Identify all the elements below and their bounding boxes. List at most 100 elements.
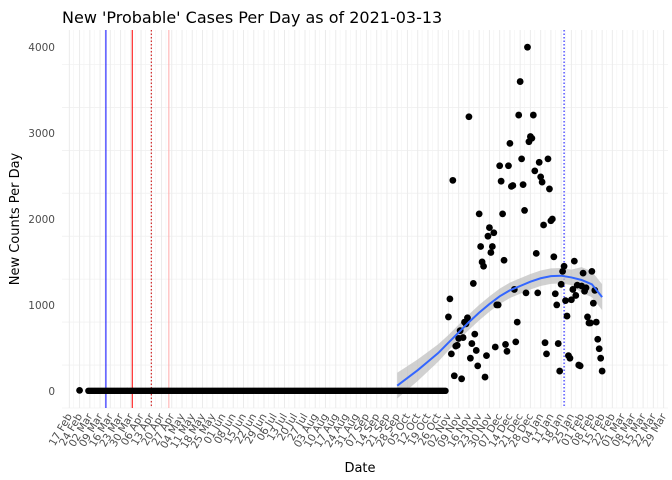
data-point (548, 215, 556, 223)
smooth-line (396, 274, 603, 387)
data-point (567, 296, 575, 304)
data-point (537, 173, 545, 181)
trend-line (396, 274, 603, 387)
data-point (499, 210, 506, 218)
data-point (532, 249, 540, 257)
data-point (459, 334, 467, 341)
data-points (76, 43, 606, 394)
data-point (522, 289, 530, 297)
data-point (553, 301, 561, 309)
data-point (595, 345, 603, 353)
data-point (556, 367, 564, 375)
grid (62, 30, 668, 409)
data-point (543, 350, 550, 358)
y-tick-label: 0 (48, 386, 55, 398)
data-point (521, 207, 528, 214)
data-point (76, 386, 83, 394)
data-point (486, 224, 493, 231)
data-point (442, 387, 449, 395)
data-point (453, 341, 461, 349)
data-point (505, 162, 512, 170)
data-point (487, 249, 495, 256)
data-point (592, 318, 600, 326)
data-point (490, 229, 498, 237)
data-point (480, 262, 487, 270)
zero-run (85, 387, 449, 395)
data-point (446, 295, 454, 303)
data-point (471, 330, 479, 338)
data-point (518, 155, 526, 163)
data-point (481, 373, 489, 381)
data-point (474, 362, 482, 370)
data-point (569, 286, 577, 293)
data-point (550, 253, 558, 261)
data-point (531, 167, 539, 175)
data-point (496, 162, 504, 170)
y-axis-ticks: 0 1000 2000 3000 4000 (28, 42, 55, 398)
data-point (579, 269, 587, 277)
data-point (566, 354, 574, 362)
data-point (559, 268, 567, 275)
data-point (519, 181, 527, 189)
data-point (584, 313, 591, 321)
data-point (449, 176, 457, 184)
data-point (554, 340, 562, 347)
data-point (509, 182, 517, 189)
y-tick-label: 4000 (28, 42, 55, 54)
data-point (502, 341, 509, 348)
chart-title: New 'Probable' Cases Per Day as of 2021-… (62, 8, 442, 27)
data-point (598, 367, 606, 375)
data-point (506, 140, 514, 147)
data-point (535, 158, 543, 166)
y-tick-label: 1000 (28, 300, 55, 312)
data-point (589, 299, 597, 307)
x-axis-title: Date (344, 461, 375, 476)
data-point (576, 362, 584, 370)
data-point (524, 43, 531, 51)
data-point (570, 257, 578, 265)
data-point (529, 111, 537, 119)
data-point (503, 347, 511, 355)
data-point (513, 318, 521, 326)
data-point (488, 243, 496, 250)
data-point (587, 319, 594, 327)
data-point (546, 185, 553, 193)
data-point (450, 372, 458, 380)
data-point (534, 289, 542, 297)
data-point (483, 352, 490, 359)
data-point (560, 262, 568, 270)
data-point (469, 280, 477, 287)
data-point (472, 347, 480, 354)
data-point (588, 268, 596, 275)
y-tick-label: 2000 (28, 214, 55, 226)
data-point (572, 292, 580, 299)
data-point (494, 301, 502, 309)
data-point (466, 354, 474, 362)
y-axis-title: New Counts Per Day (8, 152, 23, 285)
data-point (512, 338, 520, 346)
data-point (562, 297, 569, 305)
data-point (515, 111, 523, 119)
data-point (445, 313, 452, 321)
data-point (528, 134, 536, 142)
data-point (447, 350, 455, 358)
data-point (582, 284, 590, 292)
data-point (540, 221, 547, 229)
data-point (557, 280, 565, 288)
data-point (538, 178, 546, 186)
data-point (541, 339, 549, 347)
data-point (491, 343, 499, 351)
data-point (500, 256, 508, 264)
data-point (497, 177, 505, 185)
data-point (597, 354, 605, 362)
data-point (477, 243, 485, 250)
data-point (475, 210, 483, 218)
data-point (563, 312, 571, 320)
data-point (464, 314, 471, 322)
data-point (594, 335, 602, 343)
y-tick-label: 3000 (28, 128, 55, 140)
data-point (544, 155, 552, 163)
data-point (516, 78, 524, 85)
